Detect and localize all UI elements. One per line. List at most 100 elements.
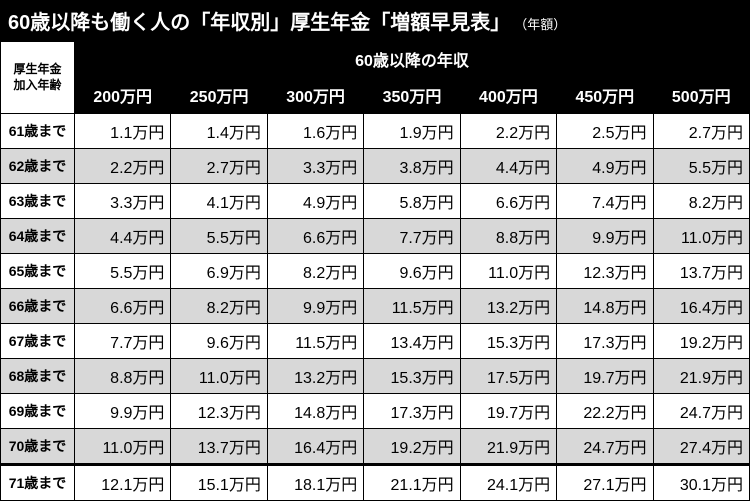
cell-value: 1.1万円 <box>75 114 171 149</box>
cell-value: 19.7万円 <box>460 394 556 429</box>
row-age-header: 65歳まで <box>1 254 75 289</box>
table-row: 70歳まで11.0万円13.7万円16.4万円19.2万円21.9万円24.7万… <box>1 429 750 465</box>
row-age-header: 62歳まで <box>1 149 75 184</box>
cell-value: 13.7万円 <box>653 254 749 289</box>
cell-value: 4.9万円 <box>557 149 653 184</box>
table-row: 65歳まで5.5万円6.9万円8.2万円9.6万円11.0万円12.3万円13.… <box>1 254 750 289</box>
cell-value: 9.9万円 <box>267 289 363 324</box>
cell-value: 7.7万円 <box>75 324 171 359</box>
table-row: 67歳まで7.7万円9.6万円11.5万円13.4万円15.3万円17.3万円1… <box>1 324 750 359</box>
row-age-header: 61歳まで <box>1 114 75 149</box>
cell-value: 22.2万円 <box>557 394 653 429</box>
corner-header: 厚生年金 加入年齢 <box>1 42 75 114</box>
table-row: 64歳まで4.4万円5.5万円6.6万円7.7万円8.8万円9.9万円11.0万… <box>1 219 750 254</box>
row-age-header: 64歳まで <box>1 219 75 254</box>
row-age-header: 66歳まで <box>1 289 75 324</box>
table-row: 68歳まで8.8万円11.0万円13.2万円15.3万円17.5万円19.7万円… <box>1 359 750 394</box>
row-age-header: 69歳まで <box>1 394 75 429</box>
group-header: 60歳以降の年収 <box>75 42 750 77</box>
row-age-header: 63歳まで <box>1 184 75 219</box>
column-header: 500万円 <box>653 77 749 114</box>
cell-value: 11.5万円 <box>364 289 460 324</box>
cell-value: 3.3万円 <box>267 149 363 184</box>
cell-value: 24.1万円 <box>460 465 556 501</box>
cell-value: 21.9万円 <box>460 429 556 465</box>
cell-value: 17.5万円 <box>460 359 556 394</box>
cell-value: 9.9万円 <box>557 219 653 254</box>
cell-value: 16.4万円 <box>267 429 363 465</box>
column-header: 250万円 <box>171 77 267 114</box>
table-body: 61歳まで1.1万円1.4万円1.6万円1.9万円2.2万円2.5万円2.7万円… <box>1 114 750 501</box>
cell-value: 5.5万円 <box>171 219 267 254</box>
cell-value: 8.8万円 <box>460 219 556 254</box>
cell-value: 8.2万円 <box>267 254 363 289</box>
cell-value: 15.3万円 <box>460 324 556 359</box>
cell-value: 19.7万円 <box>557 359 653 394</box>
cell-value: 4.1万円 <box>171 184 267 219</box>
cell-value: 8.8万円 <box>75 359 171 394</box>
cell-value: 9.6万円 <box>364 254 460 289</box>
cell-value: 2.7万円 <box>171 149 267 184</box>
cell-value: 3.3万円 <box>75 184 171 219</box>
cell-value: 18.1万円 <box>267 465 363 501</box>
cell-value: 27.1万円 <box>557 465 653 501</box>
column-header: 450万円 <box>557 77 653 114</box>
cell-value: 17.3万円 <box>557 324 653 359</box>
cell-value: 3.8万円 <box>364 149 460 184</box>
cell-value: 13.2万円 <box>460 289 556 324</box>
cell-value: 30.1万円 <box>653 465 749 501</box>
column-header: 300万円 <box>267 77 363 114</box>
column-header: 200万円 <box>75 77 171 114</box>
column-header-row: 200万円250万円300万円350万円400万円450万円500万円 <box>1 77 750 114</box>
cell-value: 11.5万円 <box>267 324 363 359</box>
cell-value: 8.2万円 <box>171 289 267 324</box>
cell-value: 4.9万円 <box>267 184 363 219</box>
cell-value: 21.1万円 <box>364 465 460 501</box>
cell-value: 13.7万円 <box>171 429 267 465</box>
cell-value: 24.7万円 <box>557 429 653 465</box>
cell-value: 16.4万円 <box>653 289 749 324</box>
table-row: 66歳まで6.6万円8.2万円9.9万円11.5万円13.2万円14.8万円16… <box>1 289 750 324</box>
cell-value: 9.6万円 <box>171 324 267 359</box>
cell-value: 6.6万円 <box>75 289 171 324</box>
table-row: 71歳まで12.1万円15.1万円18.1万円21.1万円24.1万円27.1万… <box>1 465 750 501</box>
cell-value: 19.2万円 <box>364 429 460 465</box>
cell-value: 13.4万円 <box>364 324 460 359</box>
cell-value: 4.4万円 <box>75 219 171 254</box>
cell-value: 2.2万円 <box>460 114 556 149</box>
cell-value: 5.8万円 <box>364 184 460 219</box>
cell-value: 6.6万円 <box>267 219 363 254</box>
cell-value: 12.1万円 <box>75 465 171 501</box>
cell-value: 14.8万円 <box>267 394 363 429</box>
row-age-header: 70歳まで <box>1 429 75 465</box>
row-age-header: 67歳まで <box>1 324 75 359</box>
cell-value: 11.0万円 <box>171 359 267 394</box>
column-header: 350万円 <box>364 77 460 114</box>
cell-value: 24.7万円 <box>653 394 749 429</box>
cell-value: 14.8万円 <box>557 289 653 324</box>
cell-value: 13.2万円 <box>267 359 363 394</box>
cell-value: 6.9万円 <box>171 254 267 289</box>
cell-value: 4.4万円 <box>460 149 556 184</box>
cell-value: 7.7万円 <box>364 219 460 254</box>
row-age-header: 68歳まで <box>1 359 75 394</box>
cell-value: 1.9万円 <box>364 114 460 149</box>
cell-value: 8.2万円 <box>653 184 749 219</box>
cell-value: 9.9万円 <box>75 394 171 429</box>
cell-value: 1.4万円 <box>171 114 267 149</box>
table-row: 69歳まで9.9万円12.3万円14.8万円17.3万円19.7万円22.2万円… <box>1 394 750 429</box>
cell-value: 17.3万円 <box>364 394 460 429</box>
cell-value: 15.1万円 <box>171 465 267 501</box>
cell-value: 21.9万円 <box>653 359 749 394</box>
cell-value: 2.2万円 <box>75 149 171 184</box>
cell-value: 12.3万円 <box>171 394 267 429</box>
cell-value: 27.4万円 <box>653 429 749 465</box>
table-row: 62歳まで2.2万円2.7万円3.3万円3.8万円4.4万円4.9万円5.5万円 <box>1 149 750 184</box>
table-row: 61歳まで1.1万円1.4万円1.6万円1.9万円2.2万円2.5万円2.7万円 <box>1 114 750 149</box>
pension-table: 厚生年金 加入年齢 60歳以降の年収 200万円250万円300万円350万円4… <box>0 41 750 501</box>
cell-value: 6.6万円 <box>460 184 556 219</box>
corner-line2: 加入年齢 <box>13 78 61 92</box>
cell-value: 2.5万円 <box>557 114 653 149</box>
cell-value: 11.0万円 <box>460 254 556 289</box>
row-age-header: 71歳まで <box>1 465 75 501</box>
